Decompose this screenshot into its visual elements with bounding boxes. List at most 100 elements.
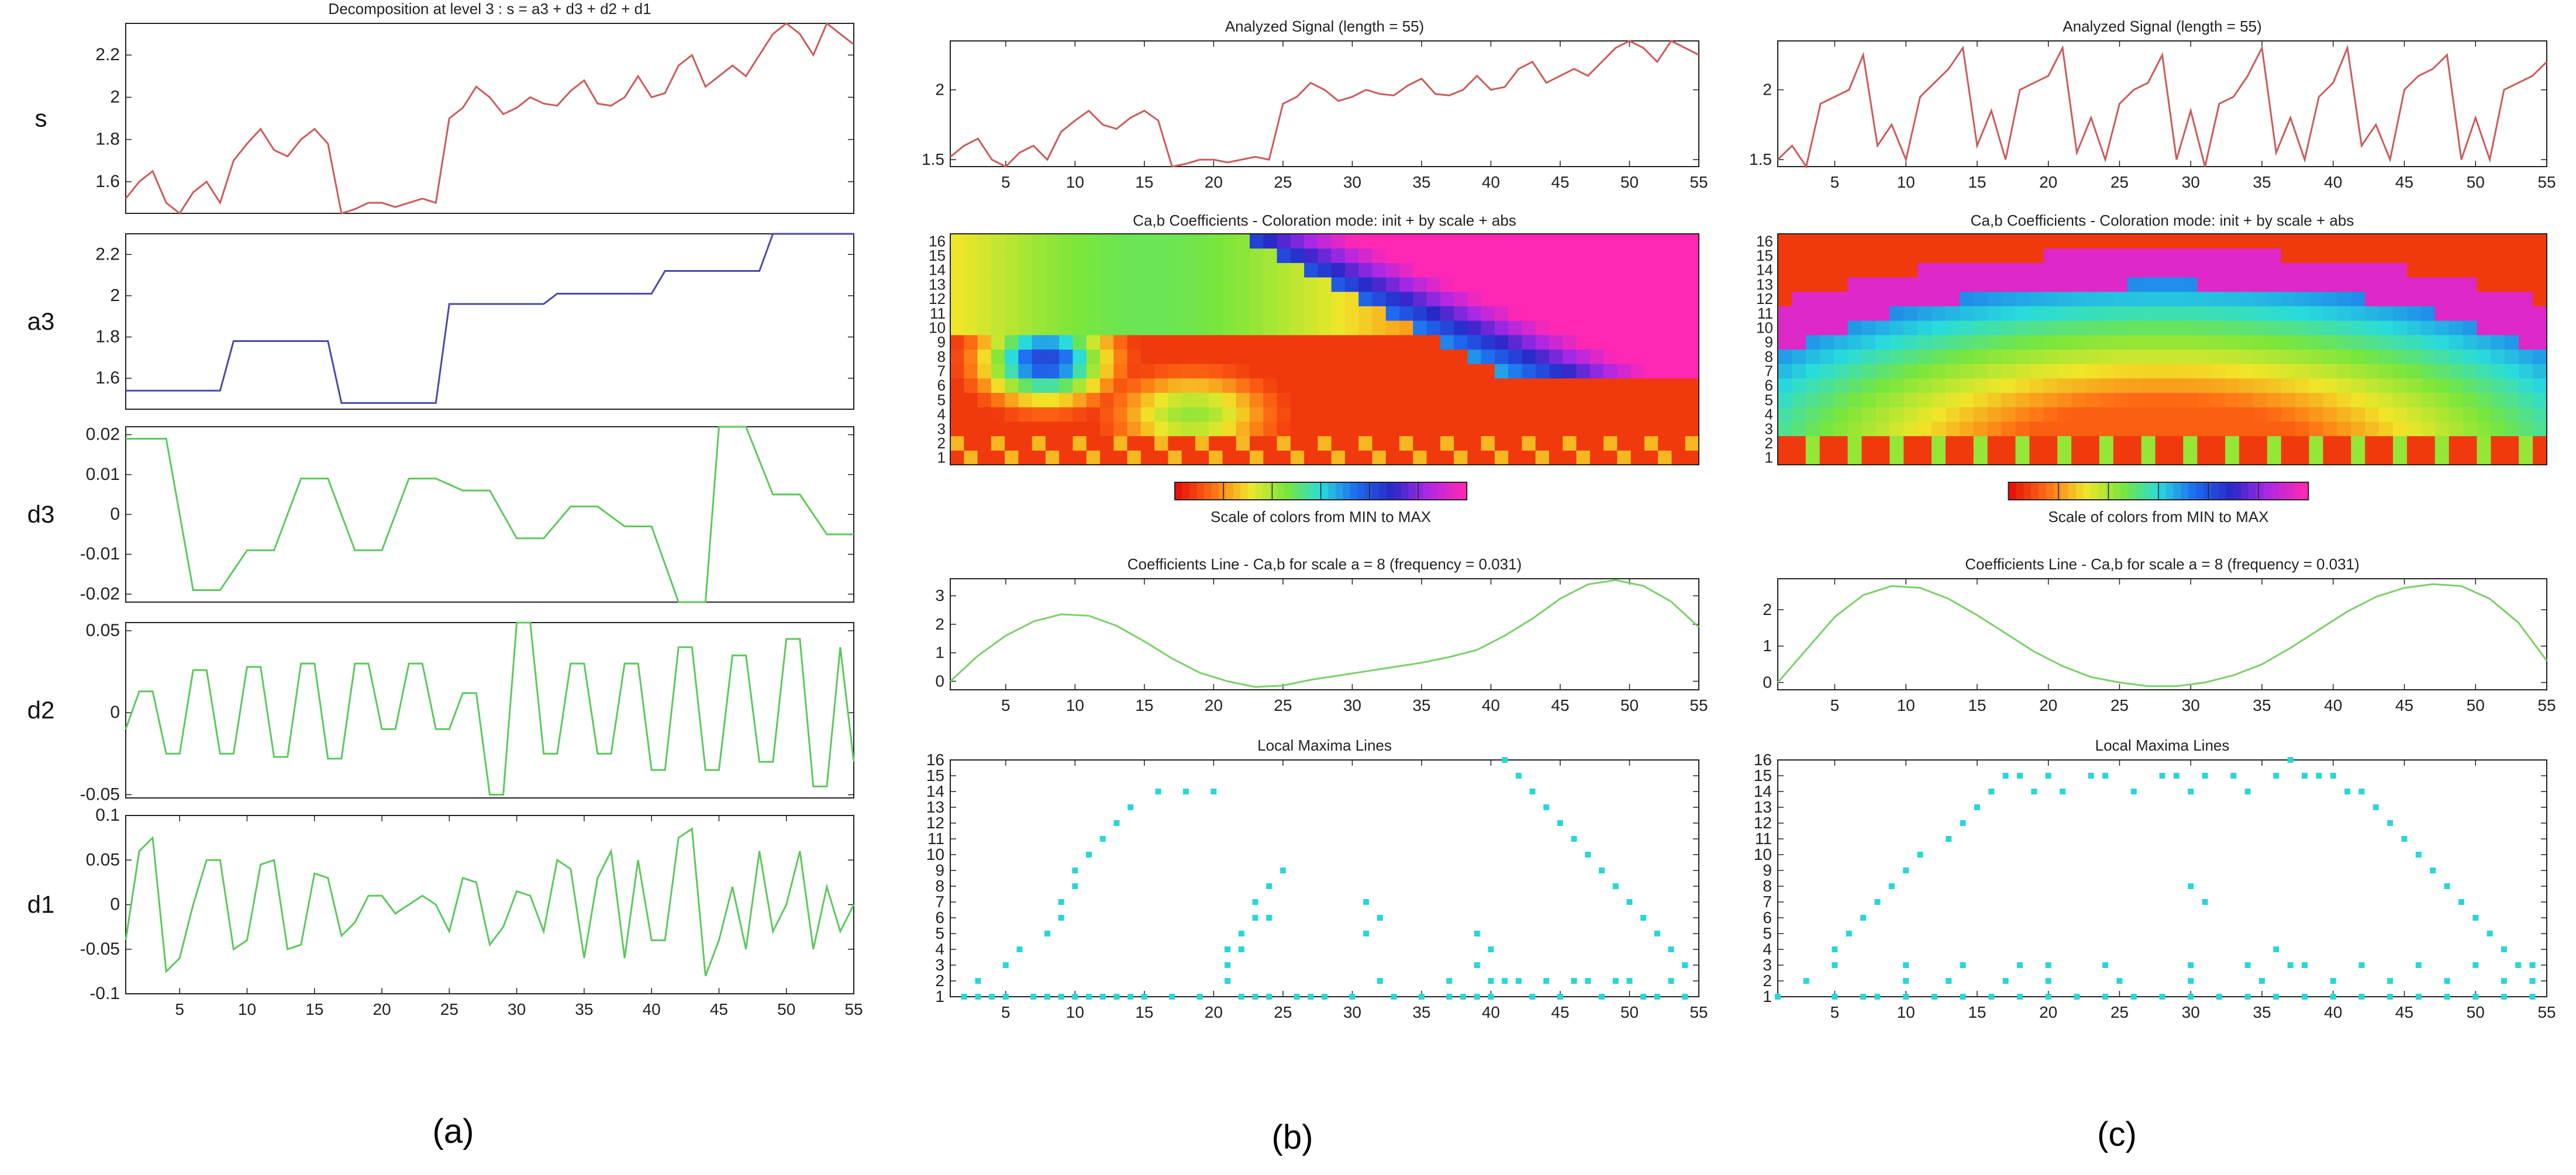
heatmap-cell [1918, 364, 1932, 379]
heatmap-cell [2253, 421, 2268, 437]
heatmap-cell [1630, 320, 1645, 336]
heatmap-cell [1127, 320, 1142, 336]
heatmap-cell [1358, 436, 1373, 451]
heatmap-cell [1778, 234, 1792, 249]
heatmap-cell [1045, 234, 1060, 249]
heatmap-cell [950, 349, 964, 364]
heatmap-cell [2365, 407, 2380, 422]
heatmap-cell [2197, 262, 2212, 278]
y-tick-label: 11 [1755, 830, 1772, 848]
heatmap-cell [1263, 262, 1278, 278]
heatmap-cell [2533, 291, 2547, 306]
heatmap-cell [1671, 392, 1686, 407]
y-tick-label: 4 [937, 406, 946, 423]
y-tick-label: 14 [929, 261, 946, 279]
heatmap-cell [2183, 421, 2198, 437]
heatmap-cell [2057, 291, 2072, 306]
heatmap-cell [2420, 436, 2436, 451]
heatmap-cell [1522, 306, 1536, 321]
heatmap-cell [2169, 291, 2184, 306]
heatmap-cell [2393, 306, 2408, 321]
heatmap-cell [2099, 436, 2114, 451]
heatmap-cell [2239, 378, 2254, 393]
heatmap-cell [2141, 320, 2156, 336]
heatmap-cell [1250, 277, 1264, 292]
data-point [2287, 757, 2294, 763]
heatmap-cell [2169, 421, 2184, 437]
data-point [2415, 994, 2422, 1000]
heatmap-cell [1399, 364, 1413, 379]
heatmap-cell [2477, 364, 2491, 379]
heatmap-cell [1833, 262, 1849, 278]
heatmap-cell [1819, 407, 1834, 422]
heatmap-cell [1508, 320, 1522, 336]
heatmap-cell [1805, 364, 1820, 379]
heatmap-cell [1250, 320, 1264, 336]
heatmap-cell [1535, 378, 1550, 393]
y-tick-label: 8 [1765, 348, 1773, 365]
heatmap-cell [1454, 277, 1468, 292]
heatmap-cell [1236, 334, 1250, 350]
heatmap-cell [1603, 277, 1618, 292]
data-point [2188, 789, 2194, 794]
heatmap-cell [1454, 364, 1468, 379]
heatmap-cell [1563, 234, 1577, 249]
heatmap-cell [1932, 320, 1946, 336]
colorbar-swatch [2083, 482, 2092, 500]
heatmap-cell [1918, 392, 1932, 407]
heatmap-cell [2239, 262, 2254, 278]
heatmap-cell [991, 334, 1005, 350]
heatmap-cell [2519, 364, 2533, 379]
heatmap-cell [1086, 421, 1101, 437]
heatmap-cell [1847, 306, 1862, 321]
heatmap-cell [1032, 378, 1046, 393]
data-point [2458, 899, 2464, 905]
heatmap-cell [2323, 334, 2337, 350]
heatmap-cell [1494, 392, 1509, 407]
x-tick-label: 5 [1830, 696, 1840, 714]
heatmap-cell [1819, 421, 1834, 437]
heatmap-cell [1685, 378, 1699, 393]
data-point [1377, 915, 1383, 921]
heatmap-cell [2071, 436, 2086, 451]
data-point [2244, 994, 2251, 1000]
heatmap-cell [2029, 334, 2044, 350]
heatmap-cell [1209, 436, 1223, 451]
heatmap-cell [2365, 378, 2380, 393]
heatmap-cell [1630, 234, 1645, 249]
heatmap-cell [1250, 364, 1264, 379]
heatmap-cell [1671, 349, 1686, 364]
heatmap-cell [1875, 392, 1890, 407]
heatmap-cell [1987, 421, 2002, 437]
heatmap-cell [1073, 234, 1087, 249]
heatmap-cell [1847, 364, 1862, 379]
heatmap-cell [1959, 349, 1974, 364]
heatmap-cell [2365, 334, 2380, 350]
heatmap-cell [1889, 378, 1904, 393]
heatmap-cell [991, 392, 1005, 407]
heatmap-cell [1358, 262, 1373, 278]
heatmap-cell [1535, 248, 1550, 263]
heatmap-cell [2434, 407, 2450, 422]
heatmap-cell [2099, 407, 2114, 422]
heatmap-cell [1059, 421, 1073, 437]
data-point [1363, 899, 1370, 905]
heatmap-cell [1576, 234, 1591, 249]
heatmap-cell [964, 306, 978, 321]
heatmap-cell [2505, 291, 2519, 306]
x-tick-label: 20 [373, 1000, 391, 1018]
heatmap-cell [1385, 291, 1400, 306]
heatmap-cell [964, 349, 978, 364]
heatmap-cell [2379, 291, 2394, 306]
heatmap-cell [1987, 407, 2002, 422]
heatmap-cell [2463, 392, 2477, 407]
data-point [2415, 962, 2422, 968]
heatmap-cell [1847, 392, 1862, 407]
heatmap-cell [2281, 436, 2296, 451]
y-axis-label: d3 [27, 500, 55, 528]
heatmap-cell [2197, 421, 2212, 437]
heatmap-cell [2057, 436, 2072, 451]
x-tick-label: 25 [1274, 1003, 1292, 1021]
heatmap-cell [2379, 421, 2394, 437]
data-point [2444, 978, 2450, 984]
